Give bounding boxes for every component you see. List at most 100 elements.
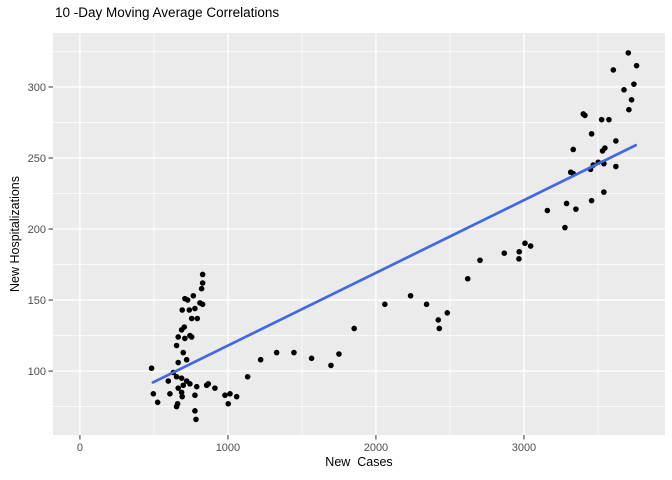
data-point (175, 359, 182, 366)
data-point (178, 327, 185, 333)
data-point (407, 292, 414, 299)
data-point (165, 378, 172, 384)
data-point (628, 96, 635, 103)
data-point (464, 275, 471, 282)
data-point (175, 385, 182, 391)
data-point (570, 146, 577, 153)
data-point (436, 325, 443, 332)
data-point (588, 197, 595, 204)
data-point (598, 116, 605, 123)
data-point (198, 285, 205, 292)
data-point (192, 392, 198, 399)
data-point (527, 243, 534, 249)
data-point (501, 250, 508, 256)
data-point (186, 307, 193, 313)
data-point (193, 383, 200, 390)
data-point (188, 315, 195, 322)
data-point (544, 207, 551, 214)
data-point (212, 385, 218, 391)
data-point (522, 240, 528, 247)
data-point (601, 189, 607, 195)
data-point (613, 163, 619, 170)
data-point (183, 356, 190, 363)
data-point (203, 382, 210, 389)
data-point (150, 391, 157, 397)
data-point (199, 301, 206, 308)
data-point (582, 112, 588, 119)
data-point (291, 349, 297, 356)
y-tick-label: 250 (28, 153, 46, 165)
data-point (382, 301, 388, 308)
data-point (516, 256, 522, 262)
data-point (233, 393, 240, 400)
data-point (175, 334, 182, 340)
data-point (588, 131, 595, 137)
data-point (178, 389, 185, 396)
y-axis-title: New Hospitalizations (8, 175, 22, 293)
data-point (199, 271, 206, 278)
data-point (187, 381, 193, 387)
data-point (184, 297, 191, 303)
y-tick-label: 150 (28, 295, 46, 307)
data-point (444, 310, 451, 316)
data-point (227, 391, 233, 397)
data-point (625, 50, 632, 56)
data-point (351, 325, 357, 332)
data-point (188, 334, 195, 340)
plot-panel (53, 33, 665, 435)
data-point (610, 67, 617, 73)
data-point (173, 403, 180, 410)
data-point (222, 392, 228, 399)
data-point (179, 307, 186, 313)
data-point (562, 224, 568, 231)
x-tick-label: 1000 (216, 442, 240, 454)
data-point (154, 399, 161, 406)
data-point (179, 393, 186, 400)
data-point (180, 349, 187, 356)
data-point (190, 292, 197, 299)
data-point (435, 317, 442, 323)
x-axis-title: New Cases (325, 455, 393, 469)
data-point (173, 342, 180, 349)
data-point (573, 206, 579, 212)
data-point (244, 373, 251, 380)
data-point (193, 416, 199, 423)
x-tick-label: 2000 (364, 442, 388, 454)
y-tick-label: 100 (28, 366, 46, 378)
data-point (180, 382, 187, 389)
data-point (182, 335, 188, 342)
data-point (257, 356, 264, 363)
data-point (626, 106, 632, 113)
data-point (308, 355, 315, 362)
x-tick-label: 0 (77, 442, 83, 454)
data-point (606, 116, 612, 123)
data-point (192, 305, 198, 312)
data-point (613, 138, 619, 144)
data-point (621, 87, 627, 93)
trend-line (151, 143, 638, 384)
data-point (173, 373, 180, 380)
data-point (225, 400, 232, 407)
chart-title: 10 -Day Moving Average Correlations (55, 5, 280, 20)
data-point (631, 81, 637, 87)
data-point (199, 280, 206, 286)
data-point (516, 248, 523, 255)
data-point (602, 145, 608, 151)
data-point (423, 301, 430, 308)
data-point (633, 62, 640, 69)
data-point (192, 408, 198, 414)
data-point (477, 257, 483, 264)
data-point (194, 315, 201, 322)
x-tick-label: 3000 (512, 442, 536, 454)
data-point (563, 200, 570, 207)
data-point (273, 349, 280, 356)
data-point (148, 365, 155, 372)
y-tick-label: 300 (28, 82, 46, 94)
y-tick-label: 200 (28, 224, 46, 236)
data-point (167, 391, 173, 397)
data-point (178, 375, 185, 381)
data-point (328, 362, 334, 369)
data-point (336, 351, 342, 357)
